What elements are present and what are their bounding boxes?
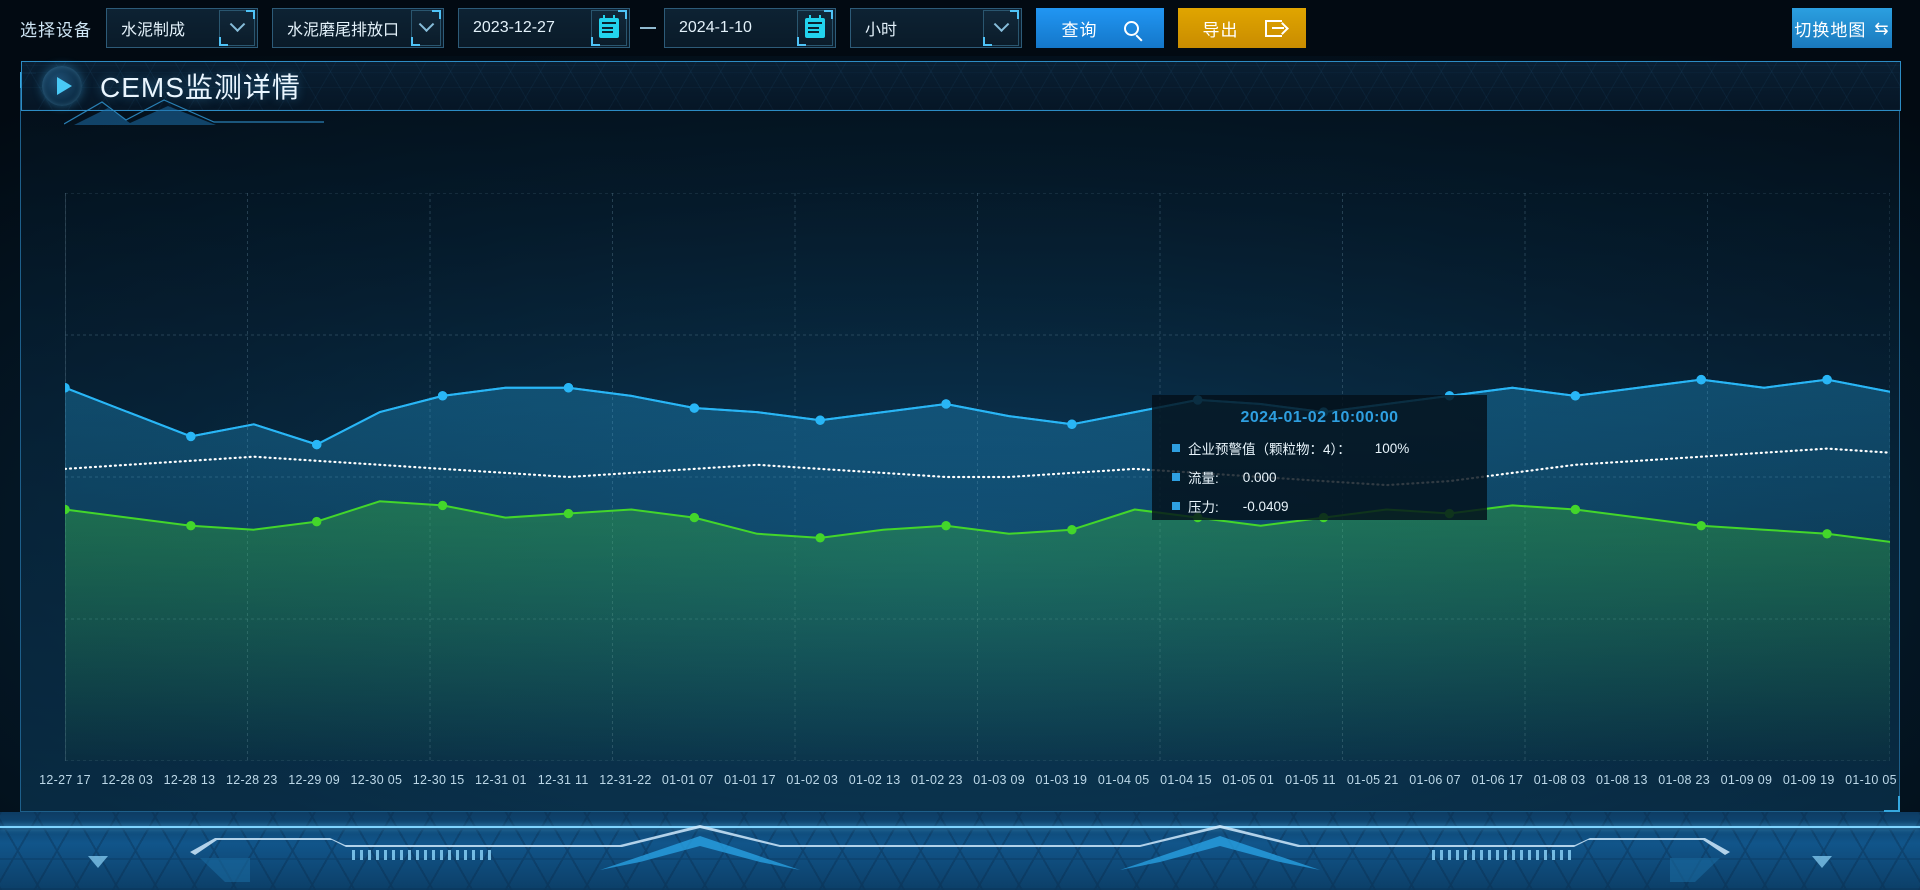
granularity-select[interactable]: 小时 bbox=[850, 8, 1022, 48]
x-axis-tick-label: 12-30 15 bbox=[412, 773, 465, 787]
switch-map-button[interactable]: 切换地图 ⇆ bbox=[1792, 8, 1892, 48]
x-axis-tick-label: 01-02 13 bbox=[848, 773, 901, 787]
granularity-select-value: 小时 bbox=[865, 22, 898, 39]
panel-header-hex-pattern bbox=[22, 62, 1900, 110]
device-select-chevron-down-icon[interactable] bbox=[219, 10, 255, 46]
x-axis-tick-label: 12-28 03 bbox=[101, 773, 154, 787]
export-icon bbox=[1264, 19, 1284, 37]
query-button[interactable]: 查询 bbox=[1036, 8, 1164, 48]
end-date-value: 2024-1-10 bbox=[679, 19, 752, 36]
chart-x-axis: 12-27 17 12-28 03 12-28 13 12-28 23 12-29 09… bbox=[39, 773, 1896, 793]
play-icon bbox=[42, 66, 82, 106]
device-select-label: 选择设备 bbox=[20, 20, 92, 40]
search-icon bbox=[1123, 20, 1139, 36]
x-axis-tick-label: 12-29 09 bbox=[288, 773, 340, 787]
x-axis-tick-label: 01-08 23 bbox=[1658, 773, 1711, 787]
x-axis-tick-label: 01-08 13 bbox=[1596, 773, 1648, 787]
x-axis-tick-label: 01-04 05 bbox=[1097, 773, 1150, 787]
x-axis-tick-label: 01-02 03 bbox=[786, 773, 839, 787]
date-range-separator bbox=[640, 27, 656, 29]
x-axis-tick-label: 12-28 13 bbox=[163, 773, 216, 787]
x-axis-tick-label: 01-05 11 bbox=[1285, 773, 1336, 787]
cems-chart: 12-27 17 12-28 03 12-28 13 12-28 23 12-29 09… bbox=[21, 125, 1901, 833]
start-date-calendar-icon[interactable] bbox=[591, 10, 627, 46]
footer-wings bbox=[88, 825, 1832, 882]
x-axis-tick-label: 01-03 19 bbox=[1035, 773, 1088, 787]
x-axis-tick-label: 12-31 11 bbox=[537, 773, 589, 787]
x-axis-tick-label: 01-01 07 bbox=[661, 773, 714, 787]
x-axis-tick-label: 01-05 21 bbox=[1346, 773, 1399, 787]
x-axis-tick-label: 12-30 05 bbox=[350, 773, 403, 787]
x-axis-tick-label: 01-06 07 bbox=[1409, 773, 1461, 787]
granularity-select-chevron-down-icon[interactable] bbox=[983, 10, 1019, 46]
outlet-select-chevron-down-icon[interactable] bbox=[411, 10, 441, 46]
switch-map-button-label: 切换地图 bbox=[1794, 20, 1867, 40]
export-button[interactable]: 导出 bbox=[1178, 8, 1306, 48]
chart-series bbox=[65, 374, 1890, 761]
device-select-value: 水泥制成 bbox=[121, 22, 186, 39]
footer-decoration bbox=[0, 812, 1920, 890]
cems-detail-panel: CEMS监测详情 bbox=[20, 61, 1901, 833]
footer-hex-pattern bbox=[0, 812, 1920, 890]
footer-top-line bbox=[0, 826, 1920, 828]
top-toolbar: 选择设备 水泥制成 水泥磨尾排放口 2023-12-27 2024-1-10 bbox=[0, 0, 1920, 56]
outlet-select[interactable]: 水泥磨尾排放口 bbox=[272, 8, 444, 48]
x-axis-tick-label: 01-05 01 bbox=[1222, 773, 1275, 787]
start-date-value: 2023-12-27 bbox=[473, 19, 555, 36]
x-axis-tick-label: 12-31-22 bbox=[599, 773, 652, 787]
chart-plot-area bbox=[65, 193, 1890, 761]
x-axis-tick-label: 01-09 09 bbox=[1720, 773, 1773, 787]
outlet-select-value: 水泥磨尾排放口 bbox=[287, 22, 400, 39]
x-axis-tick-label: 01-06 17 bbox=[1471, 773, 1524, 787]
end-date-calendar-icon[interactable] bbox=[797, 10, 833, 46]
page-title: CEMS监测详情 bbox=[100, 72, 301, 103]
end-date-input[interactable]: 2024-1-10 bbox=[664, 8, 836, 48]
x-axis-tick-label: 12-27 17 bbox=[39, 773, 91, 787]
export-button-label: 导出 bbox=[1202, 20, 1239, 40]
x-axis-tick-label: 01-03 09 bbox=[973, 773, 1025, 787]
x-axis-tick-label: 01-10 05 bbox=[1845, 773, 1897, 787]
query-button-label: 查询 bbox=[1061, 20, 1098, 40]
swap-icon: ⇆ bbox=[1874, 18, 1890, 38]
x-axis-tick-label: 01-08 03 bbox=[1533, 773, 1586, 787]
device-select[interactable]: 水泥制成 bbox=[106, 8, 258, 48]
x-axis-tick-label: 01-09 19 bbox=[1782, 773, 1835, 787]
x-axis-tick-label: 01-01 17 bbox=[724, 773, 776, 787]
panel-header: CEMS监测详情 bbox=[21, 61, 1901, 125]
x-axis-tick-label: 01-04 15 bbox=[1160, 773, 1212, 787]
x-axis-tick-label: 12-28 23 bbox=[225, 773, 278, 787]
start-date-input[interactable]: 2023-12-27 bbox=[458, 8, 630, 48]
x-axis-tick-label: 12-31 01 bbox=[475, 773, 527, 787]
x-axis-tick-label: 01-02 23 bbox=[910, 773, 963, 787]
